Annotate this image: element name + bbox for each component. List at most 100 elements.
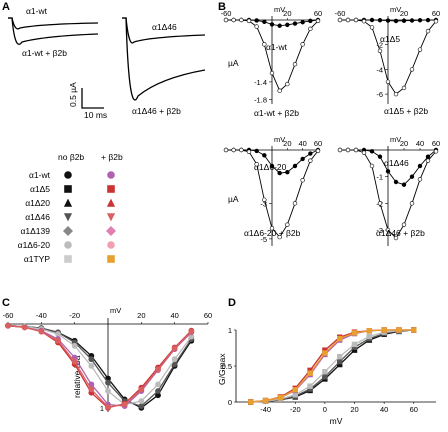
series-label: α1-wt + β2b: [254, 108, 299, 118]
data-point: [409, 67, 415, 72]
series-label: α1Δ5 + β2b: [384, 106, 428, 116]
data-point: [377, 48, 383, 54]
data-point: [277, 23, 282, 28]
data-point: [337, 353, 343, 360]
data-point: [361, 150, 367, 155]
data-point: [246, 149, 252, 154]
data-point: [254, 162, 259, 167]
x-tick-label: 20: [137, 311, 145, 320]
y-tick-label: -2: [376, 41, 383, 50]
x-tick-label: 40: [416, 139, 424, 148]
data-point: [322, 350, 328, 356]
data-point: [277, 234, 282, 240]
panel-letter-c: C: [2, 297, 10, 309]
data-point: [385, 18, 391, 23]
data-point: [353, 17, 359, 23]
data-point: [105, 404, 111, 410]
legend-marker-plus: [105, 225, 117, 237]
data-point: [269, 22, 275, 27]
data-point: [88, 363, 95, 369]
data-point: [366, 333, 373, 340]
data-point: [300, 20, 305, 25]
legend-marker-no: [63, 198, 73, 207]
data-point: [300, 42, 305, 47]
y-tick-label: -1.4: [254, 78, 267, 87]
series-line: [250, 329, 414, 403]
scalebar-x-label: 10 ms: [84, 110, 107, 120]
data-point: [300, 178, 305, 183]
data-point: [239, 17, 244, 23]
data-point: [262, 197, 267, 202]
data-point: [337, 17, 343, 23]
data-point: [385, 79, 391, 84]
data-point: [239, 147, 244, 153]
data-point: [401, 182, 407, 187]
trace-wt-beta: [8, 17, 99, 45]
data-point: [353, 147, 359, 153]
chart-b2: -60 20 60 mV -2 -4 -6 α1Δ5 α1Δ5 + β2b: [335, 5, 441, 116]
legend-marker-plus: [107, 255, 115, 263]
x-tick-label: 20: [350, 405, 358, 414]
data-point: [262, 19, 267, 24]
data-point: [285, 170, 290, 175]
data-point: [369, 163, 375, 169]
data-point: [401, 222, 407, 227]
x-axis-label: mV: [274, 135, 285, 144]
x-tick-label: 60: [432, 9, 440, 18]
y-tick-label: -5: [260, 235, 267, 244]
data-point: [322, 369, 328, 375]
data-point: [55, 337, 61, 344]
series-label: α1Δ46 + β2b: [376, 228, 425, 238]
series-label: α1-wt: [266, 42, 288, 52]
legend: no β2b + β2b α1-wt α1Δ5 α1Δ20 α1Δ46 α1Δ139 α1…: [18, 152, 123, 264]
data-point: [393, 18, 399, 24]
x-tick-label: -20: [290, 405, 301, 414]
x-tick-label: 60: [314, 9, 322, 18]
x-tick-label: 60: [410, 405, 418, 414]
chart-c: -60 -40 -20 20 40 60 mV 1 relative IBa: [3, 306, 213, 413]
chart-b3: 20 40 60 mV -3 -5 µA α1Δ6-20 α1Δ6-20 + β2b: [223, 135, 322, 246]
y-axis-label: relative IBa: [72, 355, 82, 398]
series-line: [7, 325, 192, 409]
x-tick-label: 0: [323, 405, 327, 414]
legend-marker-no: [62, 225, 74, 237]
legend-col-plus: + β2b: [101, 152, 123, 162]
data-point: [138, 386, 145, 393]
legend-label: α1Δ46: [25, 212, 50, 222]
data-point: [417, 18, 423, 23]
data-point: [381, 327, 387, 333]
x-tick-label: 60: [432, 139, 440, 148]
data-point: [38, 328, 45, 335]
x-tick-label: 60: [314, 139, 322, 148]
series-line: [7, 325, 192, 407]
data-point: [393, 179, 399, 185]
data-point: [417, 163, 423, 169]
data-point: [155, 381, 161, 388]
data-point: [417, 177, 423, 182]
legend-col-no: no β2b: [58, 152, 84, 162]
x-tick-label: 40: [170, 311, 178, 320]
y-tick-label: -6: [376, 90, 383, 99]
data-point: [262, 153, 267, 158]
panel-letter-a: A: [2, 1, 10, 13]
data-point: [345, 147, 351, 153]
y-tick-label: 1: [228, 326, 232, 335]
x-tick-label: 20: [283, 139, 291, 148]
y-tick-label: -1.8: [254, 96, 267, 105]
data-point: [105, 388, 111, 394]
data-point: [254, 18, 259, 23]
data-point: [337, 335, 343, 342]
series-label: α1Δ46: [384, 158, 409, 168]
x-tick-label: 60: [204, 311, 212, 320]
data-point: [425, 154, 431, 159]
scale-bar: [81, 88, 104, 109]
data-point: [285, 81, 290, 87]
data-point: [188, 328, 195, 335]
data-point: [254, 148, 259, 154]
data-point: [155, 388, 161, 394]
legend-marker-no: [63, 213, 73, 222]
data-point: [417, 47, 423, 52]
data-point: [262, 42, 267, 47]
x-tick-label: -60: [3, 311, 14, 320]
